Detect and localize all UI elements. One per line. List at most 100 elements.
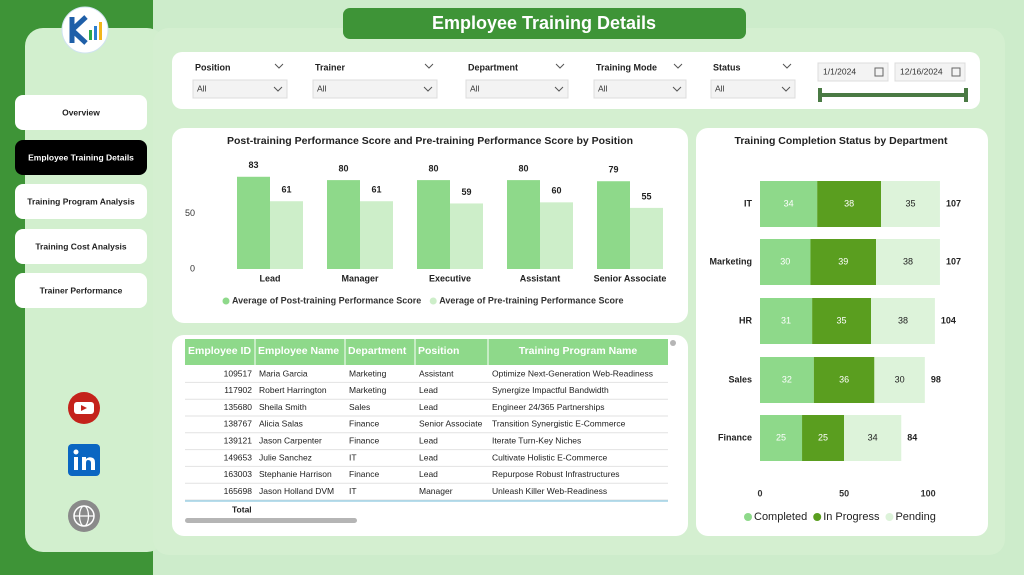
x-tick-label: Assistant (520, 273, 561, 283)
legend-marker (813, 513, 822, 521)
column-header[interactable]: Department (348, 345, 407, 357)
bar (540, 202, 573, 269)
slider-handle[interactable] (964, 88, 968, 102)
column-header[interactable]: Position (418, 345, 459, 357)
chevron (554, 86, 564, 92)
table-cell: Lead (419, 435, 438, 445)
bar (450, 203, 483, 269)
legend-marker (885, 513, 894, 521)
table-cell: Finance (349, 419, 380, 429)
x-tick-label: Executive (429, 273, 471, 283)
y-tick-label: Finance (718, 432, 752, 442)
data-label: 30 (895, 374, 905, 384)
calendar-icon (951, 67, 961, 77)
legend-label: Pending (895, 511, 935, 523)
chevron (781, 86, 791, 92)
x-tick-label: Senior Associate (594, 273, 667, 283)
column-header[interactable]: Employee Name (258, 345, 339, 357)
nav-label[interactable]: Training Cost Analysis (35, 241, 127, 251)
bar-segment (813, 357, 875, 403)
vertical-scrollbar[interactable] (670, 340, 676, 346)
bar-segment (876, 239, 940, 285)
filters: Position All Trainer All Department All Traini… (192, 62, 968, 102)
bar-segment (760, 239, 811, 285)
table-cell: Sheila Smith (259, 402, 307, 412)
table-cell: Cultivate Holistic E-Commerce (492, 452, 608, 462)
nav-button[interactable] (15, 95, 147, 130)
table-cell: Robert Harrington (259, 385, 327, 395)
table-cell: Sales (349, 402, 370, 412)
filter-dropdown[interactable] (465, 79, 569, 99)
table-cell: Lead (419, 402, 438, 412)
data-label: 25 (776, 432, 786, 442)
data-label: 34 (784, 198, 794, 208)
date-value[interactable]: 1/1/2024 (823, 66, 856, 76)
data-label: 30 (780, 256, 790, 266)
horizontal-scrollbar[interactable] (185, 518, 357, 523)
y-tick-label: Sales (728, 374, 752, 384)
legend-label: Average of Post-training Performance Sco… (232, 295, 421, 305)
table-cell: 109517 (224, 368, 253, 378)
linkedin-icon[interactable] (68, 444, 100, 476)
nav-button[interactable] (15, 273, 147, 308)
filter-label: Trainer (315, 62, 346, 72)
table-cell: Transition Synergistic E-Commerce (492, 419, 626, 429)
chart-title: Training Completion Status by Department (735, 135, 948, 147)
filter-value[interactable]: All (317, 83, 327, 93)
table-cell: Jason Holland DVM (259, 486, 334, 496)
bar-chart: Post-training Performance Score and Pre-… (185, 135, 666, 306)
web-icon[interactable] (68, 500, 100, 532)
filter-dropdown[interactable] (593, 79, 687, 99)
bar-segment (812, 298, 871, 344)
filter-dropdown[interactable] (312, 79, 438, 99)
filter-value[interactable]: All (470, 83, 480, 93)
nav-button[interactable] (15, 140, 147, 175)
data-label: 83 (248, 160, 258, 170)
date-input[interactable] (894, 62, 966, 82)
table-cell: Assistant (419, 368, 454, 378)
filter-dropdown[interactable] (192, 79, 288, 99)
logo (61, 6, 109, 54)
bar (507, 180, 540, 269)
filter-value[interactable]: All (598, 83, 608, 93)
data-label: 80 (518, 163, 528, 173)
table-cell: Optimize Next-Generation Web-Readiness (492, 368, 653, 378)
nav-button[interactable] (15, 229, 147, 264)
date-value[interactable]: 12/16/2024 (900, 66, 943, 76)
total-label: 104 (941, 315, 956, 325)
nav-button[interactable] (15, 184, 147, 219)
y-tick-label: 0 (190, 263, 195, 273)
nav-label[interactable]: Overview (62, 107, 100, 117)
column-header[interactable]: Employee ID (188, 345, 251, 357)
x-tick-label: 100 (921, 488, 936, 498)
filter-label: Position (195, 62, 231, 72)
y-tick-label: 50 (185, 208, 195, 218)
x-tick-label: 50 (839, 488, 849, 498)
data-label: 38 (903, 256, 913, 266)
nav-label[interactable]: Employee Training Details (28, 152, 134, 162)
slider-handle[interactable] (818, 88, 822, 102)
nav-label[interactable]: Training Program Analysis (27, 196, 135, 206)
date-input[interactable] (817, 62, 889, 82)
data-label: 61 (371, 185, 381, 195)
filter-dropdown[interactable] (710, 79, 796, 99)
table-cell: 117902 (224, 385, 252, 395)
table-cell: Engineer 24/365 Partnerships (492, 402, 604, 412)
data-label: 55 (641, 191, 651, 201)
table-cell: Unleash Killer Web-Readiness (492, 486, 607, 496)
data-label: 59 (461, 187, 471, 197)
bar (630, 207, 663, 269)
nav-label[interactable]: Trainer Performance (40, 285, 123, 295)
filter-value[interactable]: All (197, 83, 207, 93)
table-cell: IT (349, 452, 357, 462)
column-header[interactable]: Training Program Name (519, 345, 638, 357)
table-cell: Jason Carpenter (259, 435, 322, 445)
filter-value[interactable]: All (715, 83, 725, 93)
bar-segment (760, 357, 814, 403)
bar (360, 201, 393, 269)
table-cell: Iterate Turn-Key Niches (492, 435, 581, 445)
table-cell: IT (349, 486, 357, 496)
youtube-icon[interactable] (68, 392, 100, 424)
table-cell: Maria Garcia (259, 368, 308, 378)
data-label: 38 (898, 315, 908, 325)
